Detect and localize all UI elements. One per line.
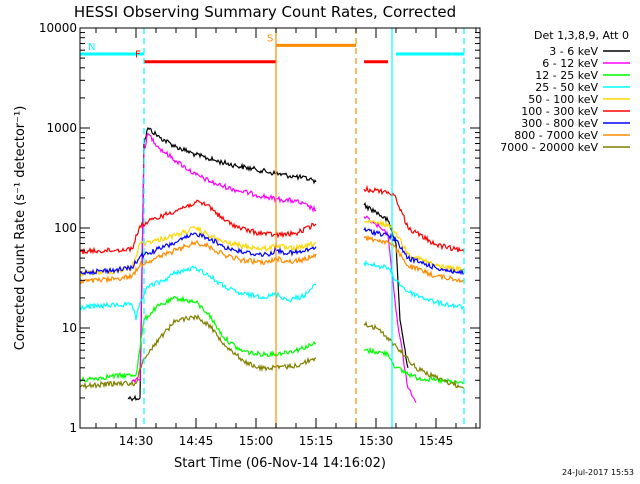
y-tick-label: 100 — [54, 221, 77, 235]
x-tick-label: 15:45 — [419, 434, 454, 448]
flag-label-f: F — [135, 50, 141, 61]
legend-label-7000-20000-kev: 7000 - 20000 keV — [500, 141, 598, 154]
axes: 1 10 100 1000 10000 14:30 14:45 15:00 15:15 15:30… — [39, 21, 480, 448]
series-line-300-800-kev — [79, 226, 465, 276]
legend-label-12-25-kev: 12 - 25 keV — [535, 69, 598, 82]
chart-title: HESSI Observing Summary Count Rates, Cor… — [74, 3, 456, 21]
x-tick-label: 15:30 — [359, 434, 394, 448]
flag-label-n: N — [88, 42, 95, 53]
legend-label-800-7000-kev: 800 - 7000 keV — [514, 129, 598, 142]
series-line-800-7000-kev — [79, 234, 465, 285]
series-line-7000-20000-kev — [79, 314, 465, 390]
legend-title: Det 1,3,8,9, Att 0 — [534, 29, 629, 42]
y-axis-label: Corrected Count Rate (s⁻¹ detector⁻¹) — [13, 106, 28, 351]
series-line-25-50-kev — [79, 259, 465, 321]
legend-label-50-100-kev: 50 - 100 keV — [528, 93, 598, 106]
series-line-100-300-kev — [79, 184, 465, 255]
series-line-50-100-kev — [79, 218, 465, 278]
y-tick-label: 10000 — [39, 21, 77, 35]
x-tick-label: 14:30 — [119, 434, 154, 448]
legend-label-25-50-kev: 25 - 50 keV — [535, 81, 598, 94]
legend-label-300-800-kev: 300 - 800 keV — [521, 117, 598, 130]
timestamp: 24-Jul-2017 15:53 — [562, 468, 634, 477]
x-tick-label: 14:45 — [179, 434, 214, 448]
legend-label-3-6-kev: 3 - 6 keV — [549, 45, 598, 58]
y-tick-label: 10 — [62, 321, 77, 335]
x-axis-label: Start Time (06-Nov-14 14:16:02) — [174, 456, 386, 471]
flag-label-s: S — [267, 33, 273, 44]
series-lines — [79, 126, 465, 403]
series-line-3-6-kev — [127, 126, 409, 402]
x-tick-label: 15:15 — [299, 434, 334, 448]
x-tick-label: 15:00 — [239, 434, 274, 448]
y-tick-label: 1000 — [46, 121, 77, 135]
event-lines — [143, 28, 465, 428]
legend-label-6-12-kev: 6 - 12 keV — [542, 57, 598, 70]
y-tick-label: 1 — [69, 421, 77, 435]
flag-bars: N F S — [80, 33, 464, 64]
legend-label-100-300-kev: 100 - 300 keV — [521, 105, 598, 118]
